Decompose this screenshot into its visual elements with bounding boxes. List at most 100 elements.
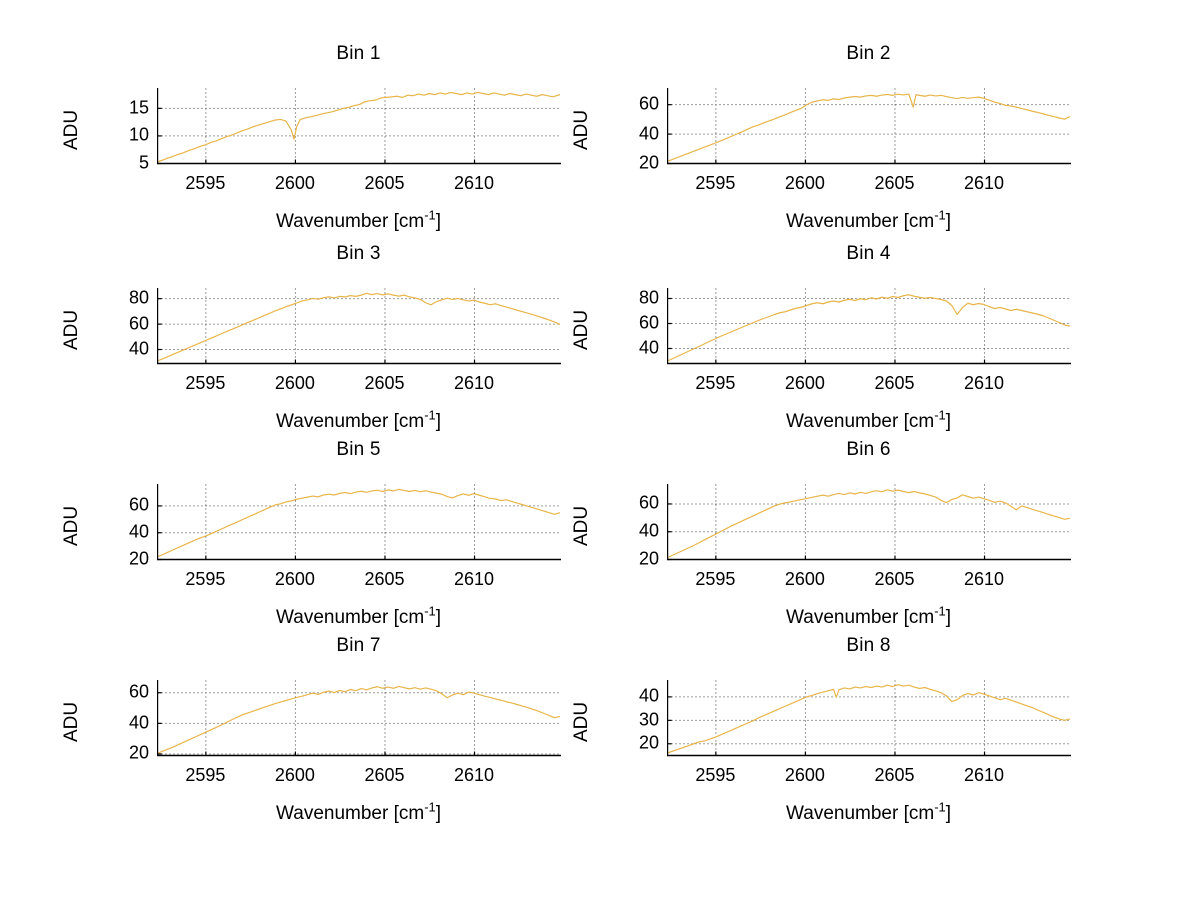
spectrum-line <box>157 292 561 362</box>
y-axis-label-bin-4: ADU <box>571 309 592 350</box>
plot-area-bin-7 <box>157 680 562 757</box>
y-tick-label: 60 <box>638 312 659 333</box>
x-axis-label-text: Wavenumber [cm <box>786 803 935 824</box>
x-axis-label-bin-4: Wavenumber [cm-1] <box>667 407 1070 433</box>
subplot-bin-6: Bin 6 ADU 20 40 60 2595 2600 2605 2610 Wavenumber… <box>557 439 1100 634</box>
x-axis-label-superscript: -1 <box>934 407 946 423</box>
x-axis-label-bracket: ] <box>945 411 951 432</box>
y-tick-label: 40 <box>128 521 149 542</box>
subplot-title-bin-2: Bin 2 <box>846 43 891 64</box>
x-tick-label: 2605 <box>874 173 915 193</box>
x-tick-label: 2610 <box>453 569 495 589</box>
x-tick-label: 2600 <box>784 173 825 193</box>
x-tick-label: 2600 <box>784 765 825 785</box>
subplot-title-bin-1: Bin 1 <box>336 43 381 64</box>
spectrum-line <box>157 91 561 163</box>
spectrum-line <box>157 488 561 558</box>
x-axis-label-text: Wavenumber [cm <box>276 607 425 628</box>
x-tick-label: 2600 <box>274 569 315 589</box>
y-tick-label: 5 <box>138 152 149 173</box>
x-tick-label: 2595 <box>185 765 226 785</box>
y-axis-label-bin-5: ADU <box>61 505 82 546</box>
x-axis-label-bracket: ] <box>945 211 951 232</box>
x-axis-label-bin-8: Wavenumber [cm-1] <box>667 799 1070 825</box>
y-axis-label-bin-3: ADU <box>61 309 82 350</box>
plot-area-bin-8 <box>667 680 1072 757</box>
spectrum-line <box>667 489 1071 559</box>
x-axis-label-bin-2: Wavenumber [cm-1] <box>667 207 1070 233</box>
x-axis-label-text: Wavenumber [cm <box>276 211 425 232</box>
x-tick-label: 2595 <box>185 173 226 193</box>
plot-area-bin-2 <box>667 88 1072 165</box>
x-axis-label-text: Wavenumber [cm <box>786 211 935 232</box>
x-axis-label-superscript: -1 <box>424 407 436 423</box>
y-tick-label: 15 <box>128 97 149 118</box>
y-tick-label: 40 <box>638 123 659 144</box>
y-tick-label: 20 <box>638 548 659 569</box>
x-tick-label: 2600 <box>784 569 825 589</box>
x-axis-label-bracket: ] <box>945 803 951 824</box>
y-tick-label: 60 <box>638 492 659 513</box>
x-axis-label-text: Wavenumber [cm <box>786 411 935 432</box>
x-tick-label: 2605 <box>364 373 405 393</box>
subplot-bin-3: Bin 3 ADU 40 60 80 2595 2600 2605 2610 Wavenumber… <box>47 243 590 438</box>
x-axis-label-text: Wavenumber [cm <box>276 411 425 432</box>
y-axis-label-bin-7: ADU <box>61 701 82 742</box>
x-axis-label-bracket: ] <box>945 607 951 628</box>
x-axis-label-bin-1: Wavenumber [cm-1] <box>157 207 560 233</box>
x-axis-label-bin-6: Wavenumber [cm-1] <box>667 603 1070 629</box>
plot-area-bin-5 <box>157 484 562 561</box>
x-tick-label: 2605 <box>874 569 915 589</box>
subplot-bin-8: Bin 8 ADU 20 30 40 2595 2600 2605 2610 Wavenumber… <box>557 635 1100 830</box>
y-axis-label-bin-6: ADU <box>571 505 592 546</box>
x-tick-label: 2610 <box>963 569 1005 589</box>
x-tick-label: 2610 <box>453 173 495 193</box>
plot-area-bin-1 <box>157 88 562 165</box>
plot-area-bin-6 <box>667 484 1072 561</box>
y-tick-label: 40 <box>128 712 149 733</box>
x-axis-label-superscript: -1 <box>934 207 946 223</box>
y-tick-label: 60 <box>128 313 149 334</box>
x-axis-label-text: Wavenumber [cm <box>276 803 425 824</box>
x-tick-label: 2610 <box>963 373 1005 393</box>
x-axis-label-bracket: ] <box>435 607 441 628</box>
y-tick-label: 10 <box>128 124 149 145</box>
x-axis-label-superscript: -1 <box>424 799 436 815</box>
y-axis-label-bin-1: ADU <box>61 109 82 150</box>
x-tick-label: 2595 <box>695 173 736 193</box>
y-tick-label: 20 <box>638 152 659 173</box>
y-tick-label: 80 <box>638 287 659 308</box>
x-axis-label-superscript: -1 <box>934 603 946 619</box>
x-axis-label-bracket: ] <box>435 411 441 432</box>
x-axis-label-bin-5: Wavenumber [cm-1] <box>157 605 560 629</box>
x-tick-label: 2595 <box>185 569 226 589</box>
y-tick-label: 40 <box>128 338 149 359</box>
y-tick-label: 30 <box>638 709 659 730</box>
y-tick-label: 40 <box>638 337 659 358</box>
spectrum-line <box>667 93 1071 163</box>
x-tick-label: 2605 <box>364 173 405 193</box>
x-tick-label: 2600 <box>274 373 315 393</box>
x-tick-label: 2600 <box>784 373 825 393</box>
x-tick-label: 2595 <box>185 373 226 393</box>
x-tick-label: 2610 <box>963 173 1005 193</box>
x-tick-label: 2600 <box>274 765 315 785</box>
y-axis-label-bin-2: ADU <box>571 109 592 150</box>
y-tick-label: 60 <box>128 681 149 702</box>
subplot-bin-7: Bin 7 ADU 20 40 60 2595 2600 2605 2610 Wavenumber… <box>47 635 590 830</box>
x-axis-label-bracket: ] <box>435 211 441 232</box>
plot-area-bin-3 <box>157 288 562 365</box>
x-tick-label: 2605 <box>364 569 405 589</box>
x-tick-label: 2595 <box>695 373 736 393</box>
y-tick-label: 60 <box>638 93 659 114</box>
y-axis-label-bin-8: ADU <box>571 701 592 742</box>
x-tick-label: 2595 <box>695 569 736 589</box>
subplot-title-bin-3: Bin 3 <box>336 243 381 264</box>
subplot-title-bin-7: Bin 7 <box>336 635 381 656</box>
x-axis-label-superscript: -1 <box>934 799 946 815</box>
x-axis-label-bin-3: Wavenumber [cm-1] <box>157 407 560 433</box>
y-tick-label: 40 <box>638 520 659 541</box>
x-axis-label-superscript: -1 <box>424 207 436 223</box>
subplot-title-bin-5: Bin 5 <box>336 439 381 460</box>
